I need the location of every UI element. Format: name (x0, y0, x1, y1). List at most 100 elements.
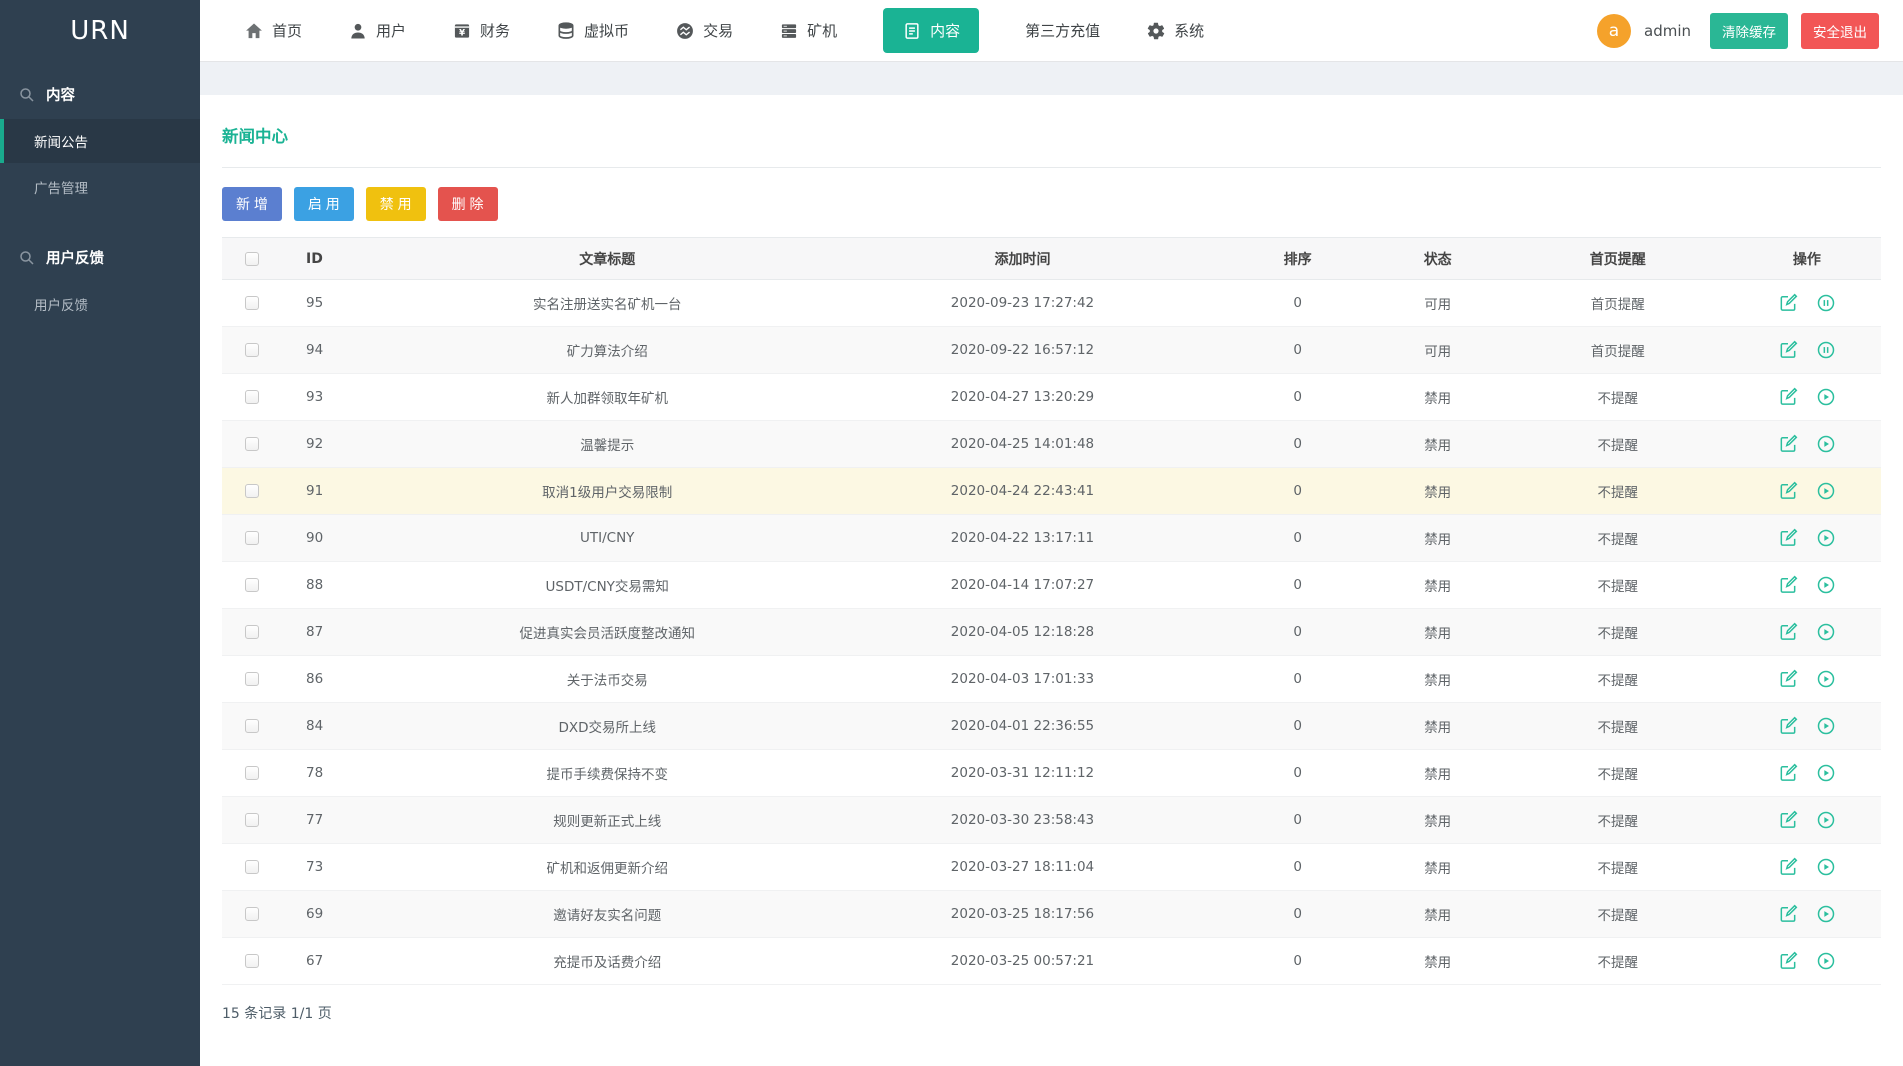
edit-icon[interactable] (1778, 763, 1798, 783)
row-checkbox[interactable] (245, 766, 260, 780)
row-operations (1732, 608, 1881, 656)
edit-icon[interactable] (1778, 575, 1798, 595)
sidebar-item-user-feedback[interactable]: 用户反馈 (0, 282, 200, 326)
row-checkbox[interactable] (245, 719, 260, 733)
nav-item-finance[interactable]: ¥ 财务 (452, 20, 510, 41)
table-row: 78 提币手续费保持不变 2020-03-31 12:11:12 0 禁用 不提… (222, 749, 1881, 797)
add-button[interactable]: 新 增 (222, 187, 282, 221)
select-all-checkbox[interactable] (245, 251, 260, 266)
edit-icon[interactable] (1778, 810, 1798, 830)
row-checkbox[interactable] (245, 813, 260, 827)
row-sort: 0 (1222, 420, 1373, 468)
row-checkbox[interactable] (245, 531, 260, 545)
edit-icon[interactable] (1778, 387, 1798, 407)
nav-item-label: 财务 (480, 22, 511, 40)
row-title: USDT/CNY交易需知 (392, 561, 823, 609)
row-status: 可用 (1372, 326, 1503, 374)
row-title: UTI/CNY (392, 514, 823, 562)
row-status: 禁用 (1372, 937, 1503, 985)
pause-icon[interactable] (1816, 340, 1836, 360)
sidebar-item-ad-management[interactable]: 广告管理 (0, 165, 200, 209)
edit-icon[interactable] (1778, 904, 1798, 924)
edit-icon[interactable] (1778, 340, 1798, 360)
edit-icon[interactable] (1778, 622, 1798, 642)
enable-button[interactable]: 启 用 (293, 187, 354, 221)
row-time: 2020-03-25 18:17:56 (822, 890, 1223, 938)
nav-item-virtual-currency[interactable]: 虚拟币 (556, 20, 629, 41)
play-icon[interactable] (1816, 434, 1836, 454)
nav-item-third-party-recharge[interactable]: 第三方充值 (1025, 20, 1100, 41)
play-icon[interactable] (1816, 528, 1836, 548)
play-icon[interactable] (1816, 575, 1836, 595)
sidebar-item-news-announcements[interactable]: 新闻公告 (0, 119, 200, 163)
row-checkbox[interactable] (245, 390, 260, 404)
edit-icon[interactable] (1778, 857, 1798, 877)
row-checkbox[interactable] (245, 860, 260, 874)
edit-icon[interactable] (1778, 951, 1798, 971)
row-status: 禁用 (1372, 843, 1503, 891)
sidebar-section-header-feedback[interactable]: 用户反馈 (0, 235, 200, 280)
row-checkbox[interactable] (245, 343, 260, 357)
play-icon[interactable] (1816, 387, 1836, 407)
row-id: 86 (282, 655, 393, 703)
nav-item-miner[interactable]: 矿机 (779, 20, 837, 41)
home-icon (246, 23, 262, 38)
nav-item-users[interactable]: 用户 (348, 20, 406, 41)
row-checkbox[interactable] (245, 296, 260, 310)
table-row: 87 促进真实会员活跃度整改通知 2020-04-05 12:18:28 0 禁… (222, 608, 1881, 656)
edit-icon[interactable] (1778, 716, 1798, 736)
edit-icon[interactable] (1778, 528, 1798, 548)
play-icon[interactable] (1816, 622, 1836, 642)
play-icon[interactable] (1816, 669, 1836, 689)
row-id: 73 (282, 843, 393, 891)
sidebar-section-header-content[interactable]: 内容 (0, 72, 200, 117)
pause-icon[interactable] (1816, 293, 1836, 313)
edit-icon[interactable] (1778, 434, 1798, 454)
play-icon[interactable] (1816, 763, 1836, 783)
row-operations (1732, 796, 1881, 844)
edit-icon[interactable] (1778, 293, 1798, 313)
edit-icon[interactable] (1778, 481, 1798, 501)
clear-cache-button[interactable]: 清除缓存 (1710, 12, 1788, 49)
nav-item-system[interactable]: 系统 (1146, 20, 1204, 41)
nav-item-trade[interactable]: 交易 (675, 20, 733, 41)
row-id: 87 (282, 608, 393, 656)
play-icon[interactable] (1816, 810, 1836, 830)
table-row: 92 温馨提示 2020-04-25 14:01:48 0 禁用 不提醒 (222, 420, 1881, 468)
play-icon[interactable] (1816, 857, 1836, 877)
nav-item-content[interactable]: 内容 (883, 8, 980, 53)
row-operations (1732, 279, 1881, 327)
sidebar-section-content: 内容 新闻公告 广告管理 (0, 72, 200, 209)
row-checkbox[interactable] (245, 907, 260, 921)
play-icon[interactable] (1816, 481, 1836, 501)
row-status: 禁用 (1372, 749, 1503, 797)
row-checkbox[interactable] (245, 578, 260, 592)
play-icon[interactable] (1816, 951, 1836, 971)
logout-button[interactable]: 安全退出 (1801, 12, 1879, 49)
title-divider (222, 167, 1881, 168)
row-checkbox[interactable] (245, 484, 260, 498)
disable-button[interactable]: 禁 用 (365, 187, 426, 221)
table-row: 88 USDT/CNY交易需知 2020-04-14 17:07:27 0 禁用… (222, 561, 1881, 609)
row-sort: 0 (1222, 796, 1373, 844)
avatar[interactable]: a (1597, 13, 1631, 48)
svg-text:¥: ¥ (459, 28, 465, 38)
row-operations (1732, 467, 1881, 515)
nav-item-label: 矿机 (807, 22, 838, 40)
row-time: 2020-09-23 17:27:42 (822, 279, 1223, 327)
row-checkbox[interactable] (245, 625, 260, 639)
nav-item-home[interactable]: 首页 (244, 20, 302, 41)
delete-button[interactable]: 删 除 (437, 187, 498, 221)
edit-icon[interactable] (1778, 669, 1798, 689)
play-icon[interactable] (1816, 904, 1836, 924)
play-icon[interactable] (1816, 716, 1836, 736)
row-checkbox[interactable] (245, 954, 260, 968)
row-reminder: 不提醒 (1502, 937, 1733, 985)
row-operations (1732, 843, 1881, 891)
row-id: 93 (282, 373, 393, 421)
row-checkbox[interactable] (245, 672, 260, 686)
row-checkbox[interactable] (245, 437, 260, 451)
content-card: 新闻中心 新 增 启 用 禁 用 删 除 (200, 95, 1903, 1066)
app-logo: URN (70, 16, 130, 46)
row-time: 2020-04-14 17:07:27 (822, 561, 1223, 609)
